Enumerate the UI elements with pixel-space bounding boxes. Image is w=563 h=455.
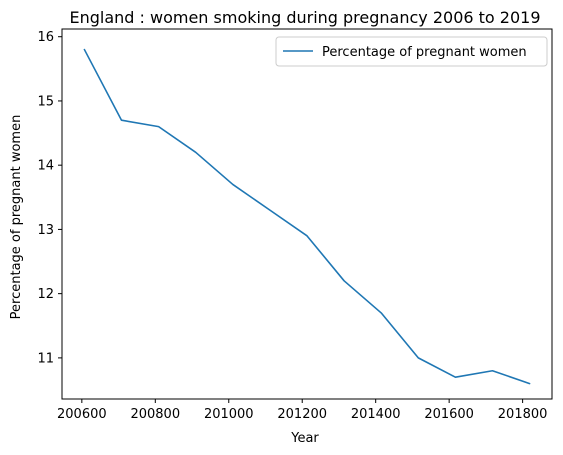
y-tick-label: 11 (37, 351, 54, 366)
y-tick-label: 16 (37, 30, 54, 45)
y-axis-title: Percentage of pregnant women (9, 115, 24, 320)
x-tick-label: 201800 (498, 407, 548, 422)
x-tick-label: 200600 (57, 407, 107, 422)
series-layer (83, 48, 531, 385)
legend-box (275, 36, 548, 67)
y-tick-label: 14 (37, 159, 54, 174)
series-line-0 (83, 48, 531, 385)
legend: Percentage of pregnant women (275, 36, 548, 67)
x-tick-label: 200800 (130, 407, 180, 422)
x-tick-label: 201600 (424, 407, 474, 422)
y-axis: 11 12 13 14 15 16 (37, 30, 62, 366)
y-tick-label: 13 (37, 223, 54, 238)
x-axis: 200600 200800 201000 201200 201400 201600 2018… (57, 399, 547, 422)
plot-frame (61, 28, 553, 400)
x-tick-label: 201400 (351, 407, 401, 422)
plot-area: 200600 200800 201000 201200 201400 201600 2018… (37, 28, 553, 422)
y-tick-label: 12 (37, 287, 54, 302)
x-axis-title: Year (290, 431, 319, 446)
y-tick-label: 15 (37, 94, 54, 109)
x-tick-label: 201200 (277, 407, 327, 422)
legend-label: Percentage of pregnant women (322, 45, 527, 60)
x-tick-label: 201000 (204, 407, 254, 422)
chart-title: England : women smoking during pregnancy… (69, 8, 540, 27)
